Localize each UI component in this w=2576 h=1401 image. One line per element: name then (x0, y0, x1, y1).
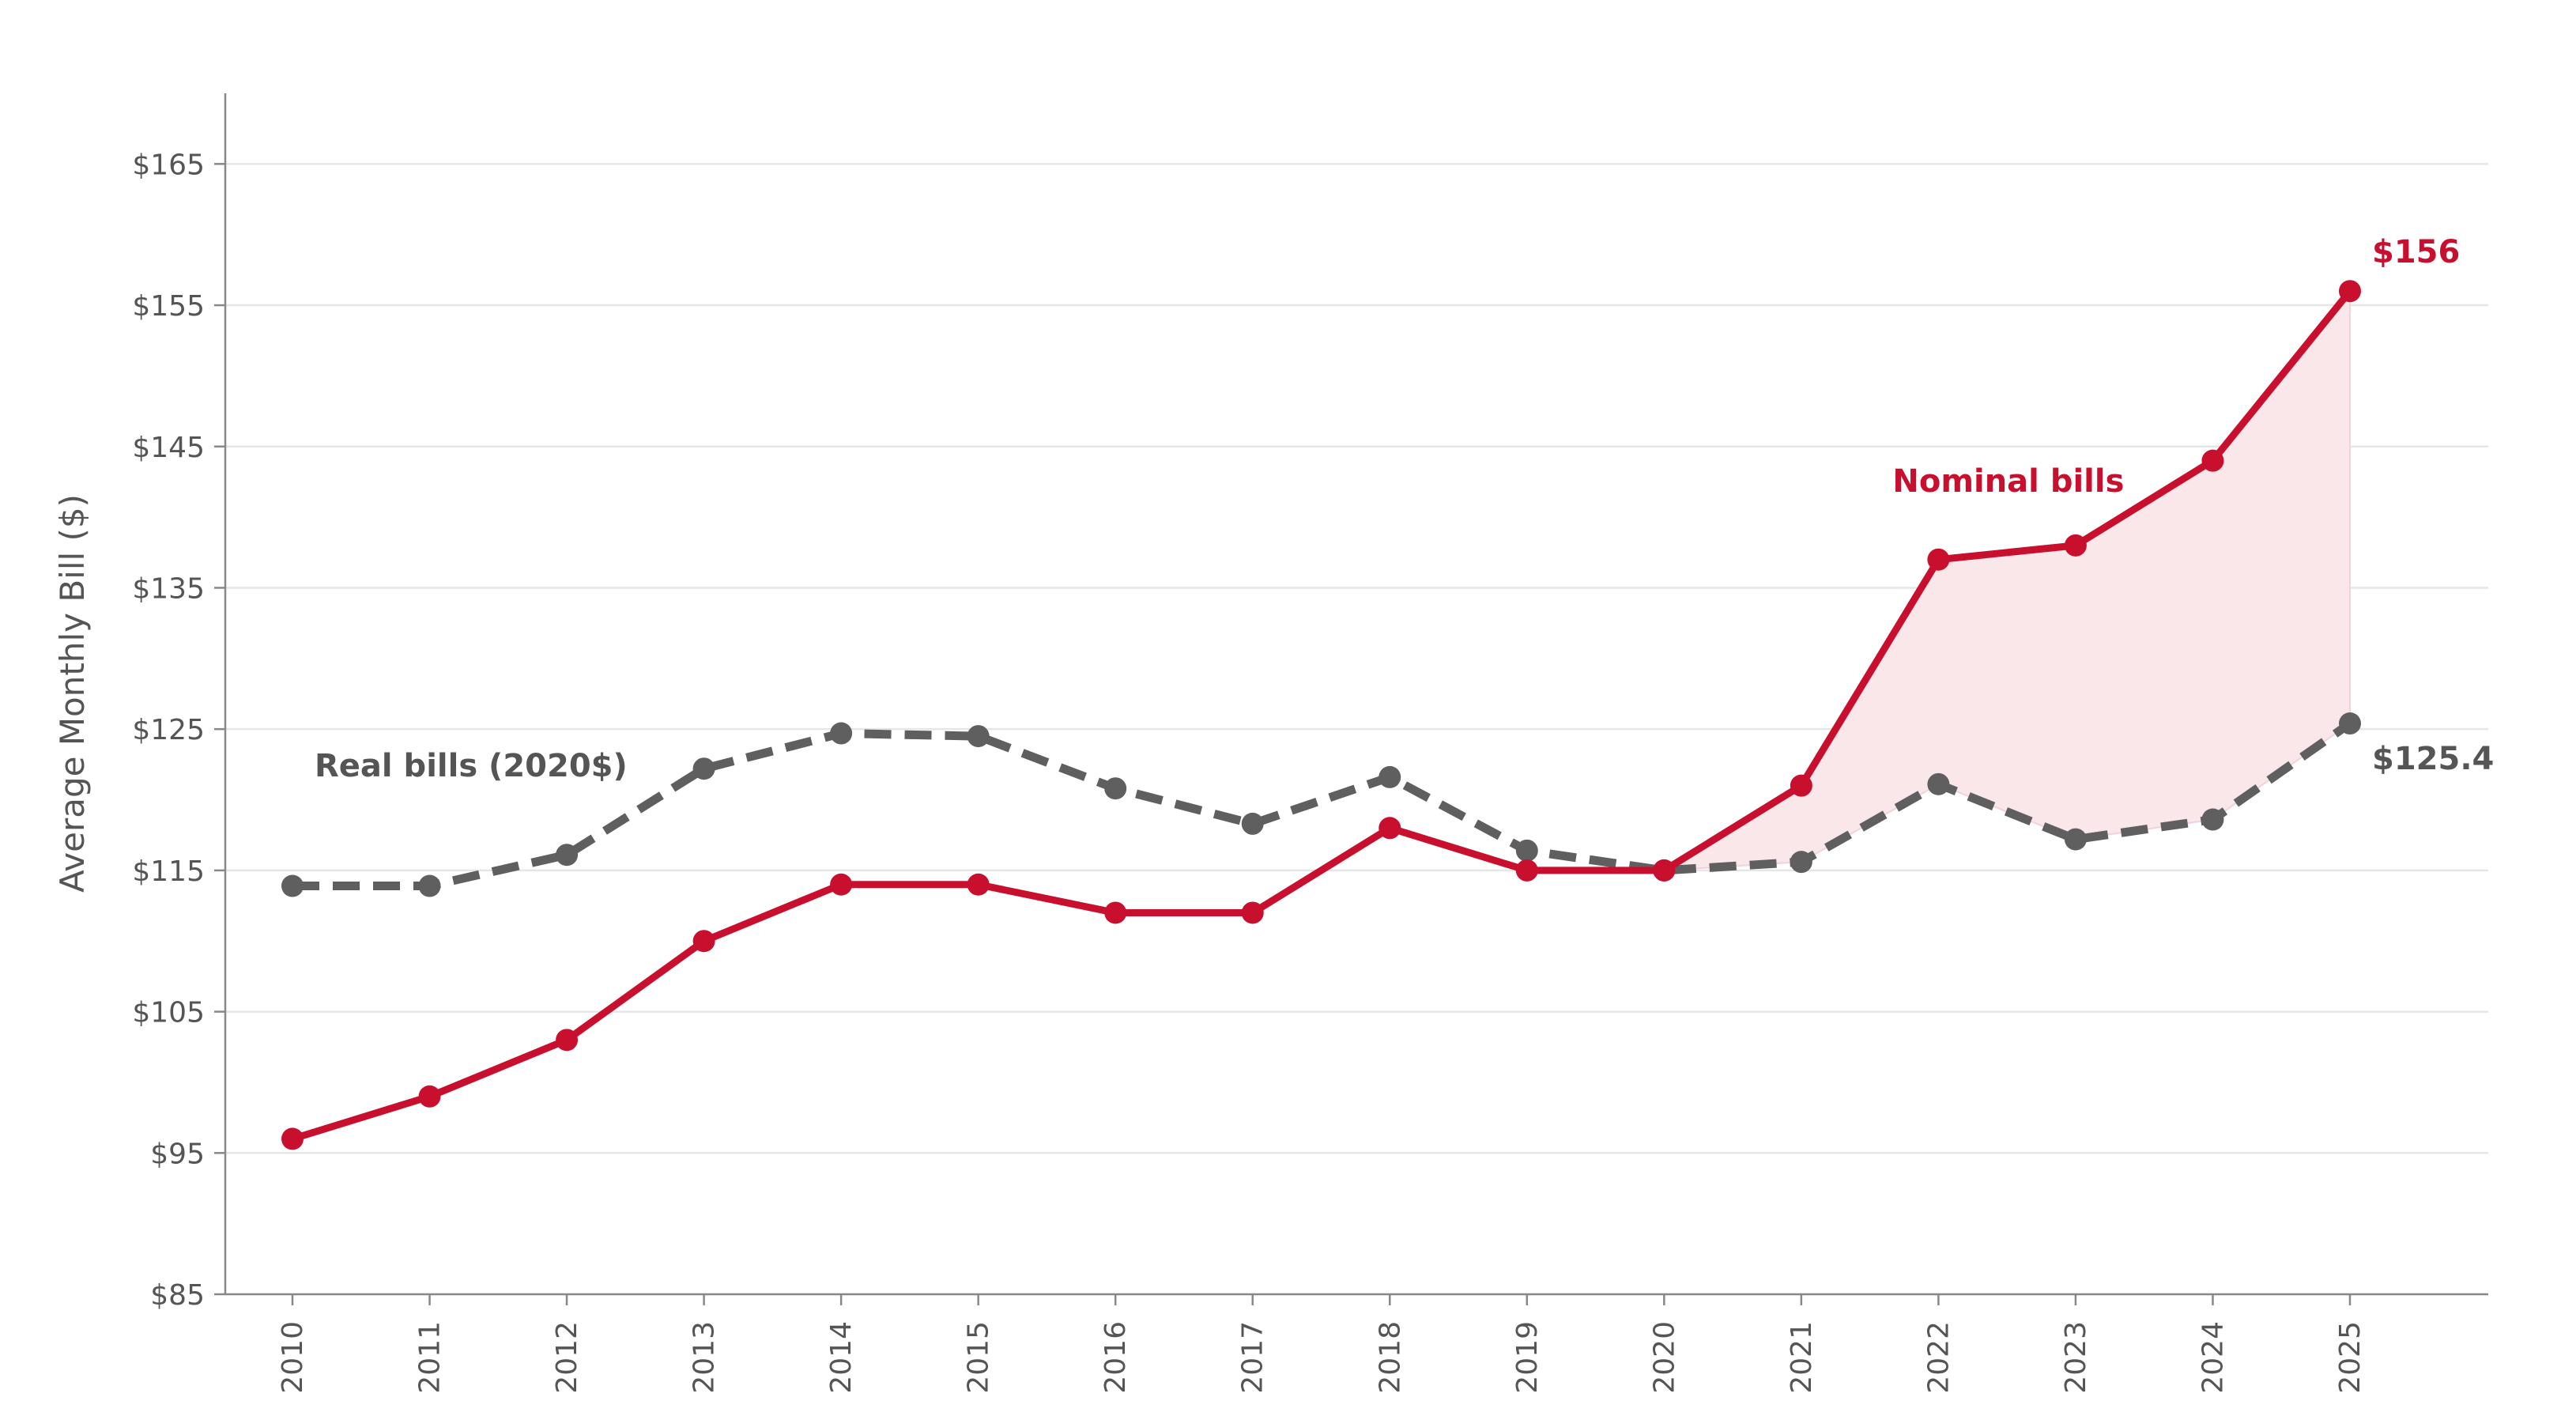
nominal-bills-point (2064, 534, 2087, 557)
nominal-bills-point (1790, 774, 1812, 797)
end-label-real: $125.4 (2372, 741, 2494, 777)
x-tick-label: 2025 (2334, 1321, 2367, 1394)
x-tick-label: 2015 (963, 1321, 995, 1394)
x-tick-label: 2016 (1099, 1321, 1132, 1394)
nominal-bills-point (556, 1029, 579, 1052)
nominal-bills-point (967, 873, 990, 896)
real-bills-point (967, 725, 990, 748)
nominal-bills-point (2201, 449, 2224, 472)
real-bills-point (418, 874, 441, 897)
real-bills-point (1515, 839, 1538, 862)
nominal-bills-point (830, 873, 853, 896)
x-tick-label: 2017 (1237, 1321, 1269, 1394)
nominal-bills-point (1241, 901, 1264, 924)
x-tick-label: 2022 (1922, 1321, 1955, 1394)
x-tick-label: 2012 (551, 1321, 583, 1394)
y-tick-label: $125 (132, 714, 205, 746)
nominal-bills-point (1927, 548, 1950, 571)
nominal-bills-point (2339, 280, 2361, 303)
y-tick-label: $105 (132, 997, 205, 1029)
real-bills-point (2201, 808, 2224, 831)
nominal-bills-point (1515, 859, 1538, 882)
x-tick-label: 2011 (414, 1321, 447, 1394)
x-tick-label: 2023 (2060, 1321, 2092, 1394)
nominal-bills-point (1104, 901, 1127, 924)
series (281, 280, 2361, 1150)
real-bills-point (692, 757, 715, 780)
real-bills-point (1241, 812, 1264, 835)
y-axis-title: Average Monthly Bill ($) (53, 494, 92, 893)
y-tick-label: $145 (132, 432, 205, 464)
real-bills-point (2339, 712, 2361, 735)
nominal-bills-series (281, 280, 2361, 1150)
nominal-bills-line (291, 289, 2353, 1142)
x-tick-label: 2021 (1786, 1321, 1818, 1394)
end-label-nominal: $156 (2372, 234, 2460, 270)
x-tick-label: 2014 (825, 1321, 858, 1394)
y-tick-label: $95 (150, 1138, 205, 1170)
y-ticks: $85 $95 $105 $115 $125 $135 $145 $155 $165 (132, 149, 225, 1312)
y-tick-label: $165 (132, 149, 205, 181)
real-bills-point (1379, 765, 1401, 788)
real-bills-point (281, 874, 304, 897)
shaded-gap (1663, 289, 2351, 871)
x-ticks: 2010 2011 2012 2013 2014 2015 2016 2017 2018 2019… (277, 1294, 2367, 1394)
series-label-nominal: Nominal bills (1892, 463, 2124, 500)
real-bills-series (281, 712, 2361, 897)
y-tick-label: $135 (132, 572, 205, 605)
real-bills-point (2064, 828, 2087, 851)
x-tick-label: 2024 (2197, 1321, 2229, 1394)
real-bills-point (1790, 851, 1812, 874)
nominal-bills-point (281, 1127, 304, 1150)
nominal-bills-point (1379, 817, 1401, 840)
annotations: $156 $125.4 Nominal bills Real bills (20… (315, 234, 2494, 784)
real-bills-line (292, 719, 2353, 891)
y-tick-label: $115 (132, 855, 205, 888)
real-bills-point (556, 844, 579, 867)
nominal-bills-point (1653, 859, 1676, 882)
series-label-real: Real bills (2020$) (315, 748, 628, 784)
x-tick-label: 2019 (1511, 1321, 1544, 1394)
nominal-bills-point (692, 930, 715, 953)
x-tick-label: 2020 (1648, 1321, 1680, 1394)
x-tick-label: 2013 (688, 1321, 721, 1394)
x-tick-label: 2010 (277, 1321, 309, 1394)
x-tick-label: 2018 (1374, 1321, 1406, 1394)
real-bills-point (830, 722, 853, 745)
real-bills-point (1927, 772, 1950, 795)
y-tick-label: $155 (132, 290, 205, 323)
real-bills-point (1104, 777, 1127, 800)
axes (224, 93, 2488, 1296)
nominal-bills-point (418, 1085, 441, 1108)
gap-fill-area (1663, 289, 2351, 871)
y-tick-label: $85 (150, 1279, 205, 1312)
